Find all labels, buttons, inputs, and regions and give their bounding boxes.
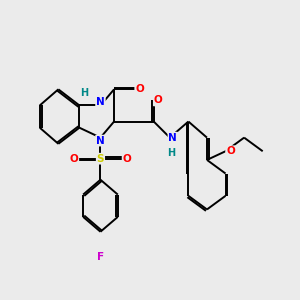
Text: N: N — [168, 133, 177, 142]
Text: O: O — [226, 146, 235, 156]
Text: H: H — [167, 148, 175, 158]
Text: N: N — [96, 136, 105, 146]
Text: S: S — [97, 154, 104, 164]
Text: O: O — [135, 84, 144, 94]
Text: O: O — [70, 154, 78, 164]
Text: N: N — [96, 98, 105, 107]
Text: O: O — [154, 95, 163, 106]
Text: F: F — [97, 252, 104, 262]
Text: H: H — [80, 88, 88, 98]
Text: O: O — [123, 154, 131, 164]
